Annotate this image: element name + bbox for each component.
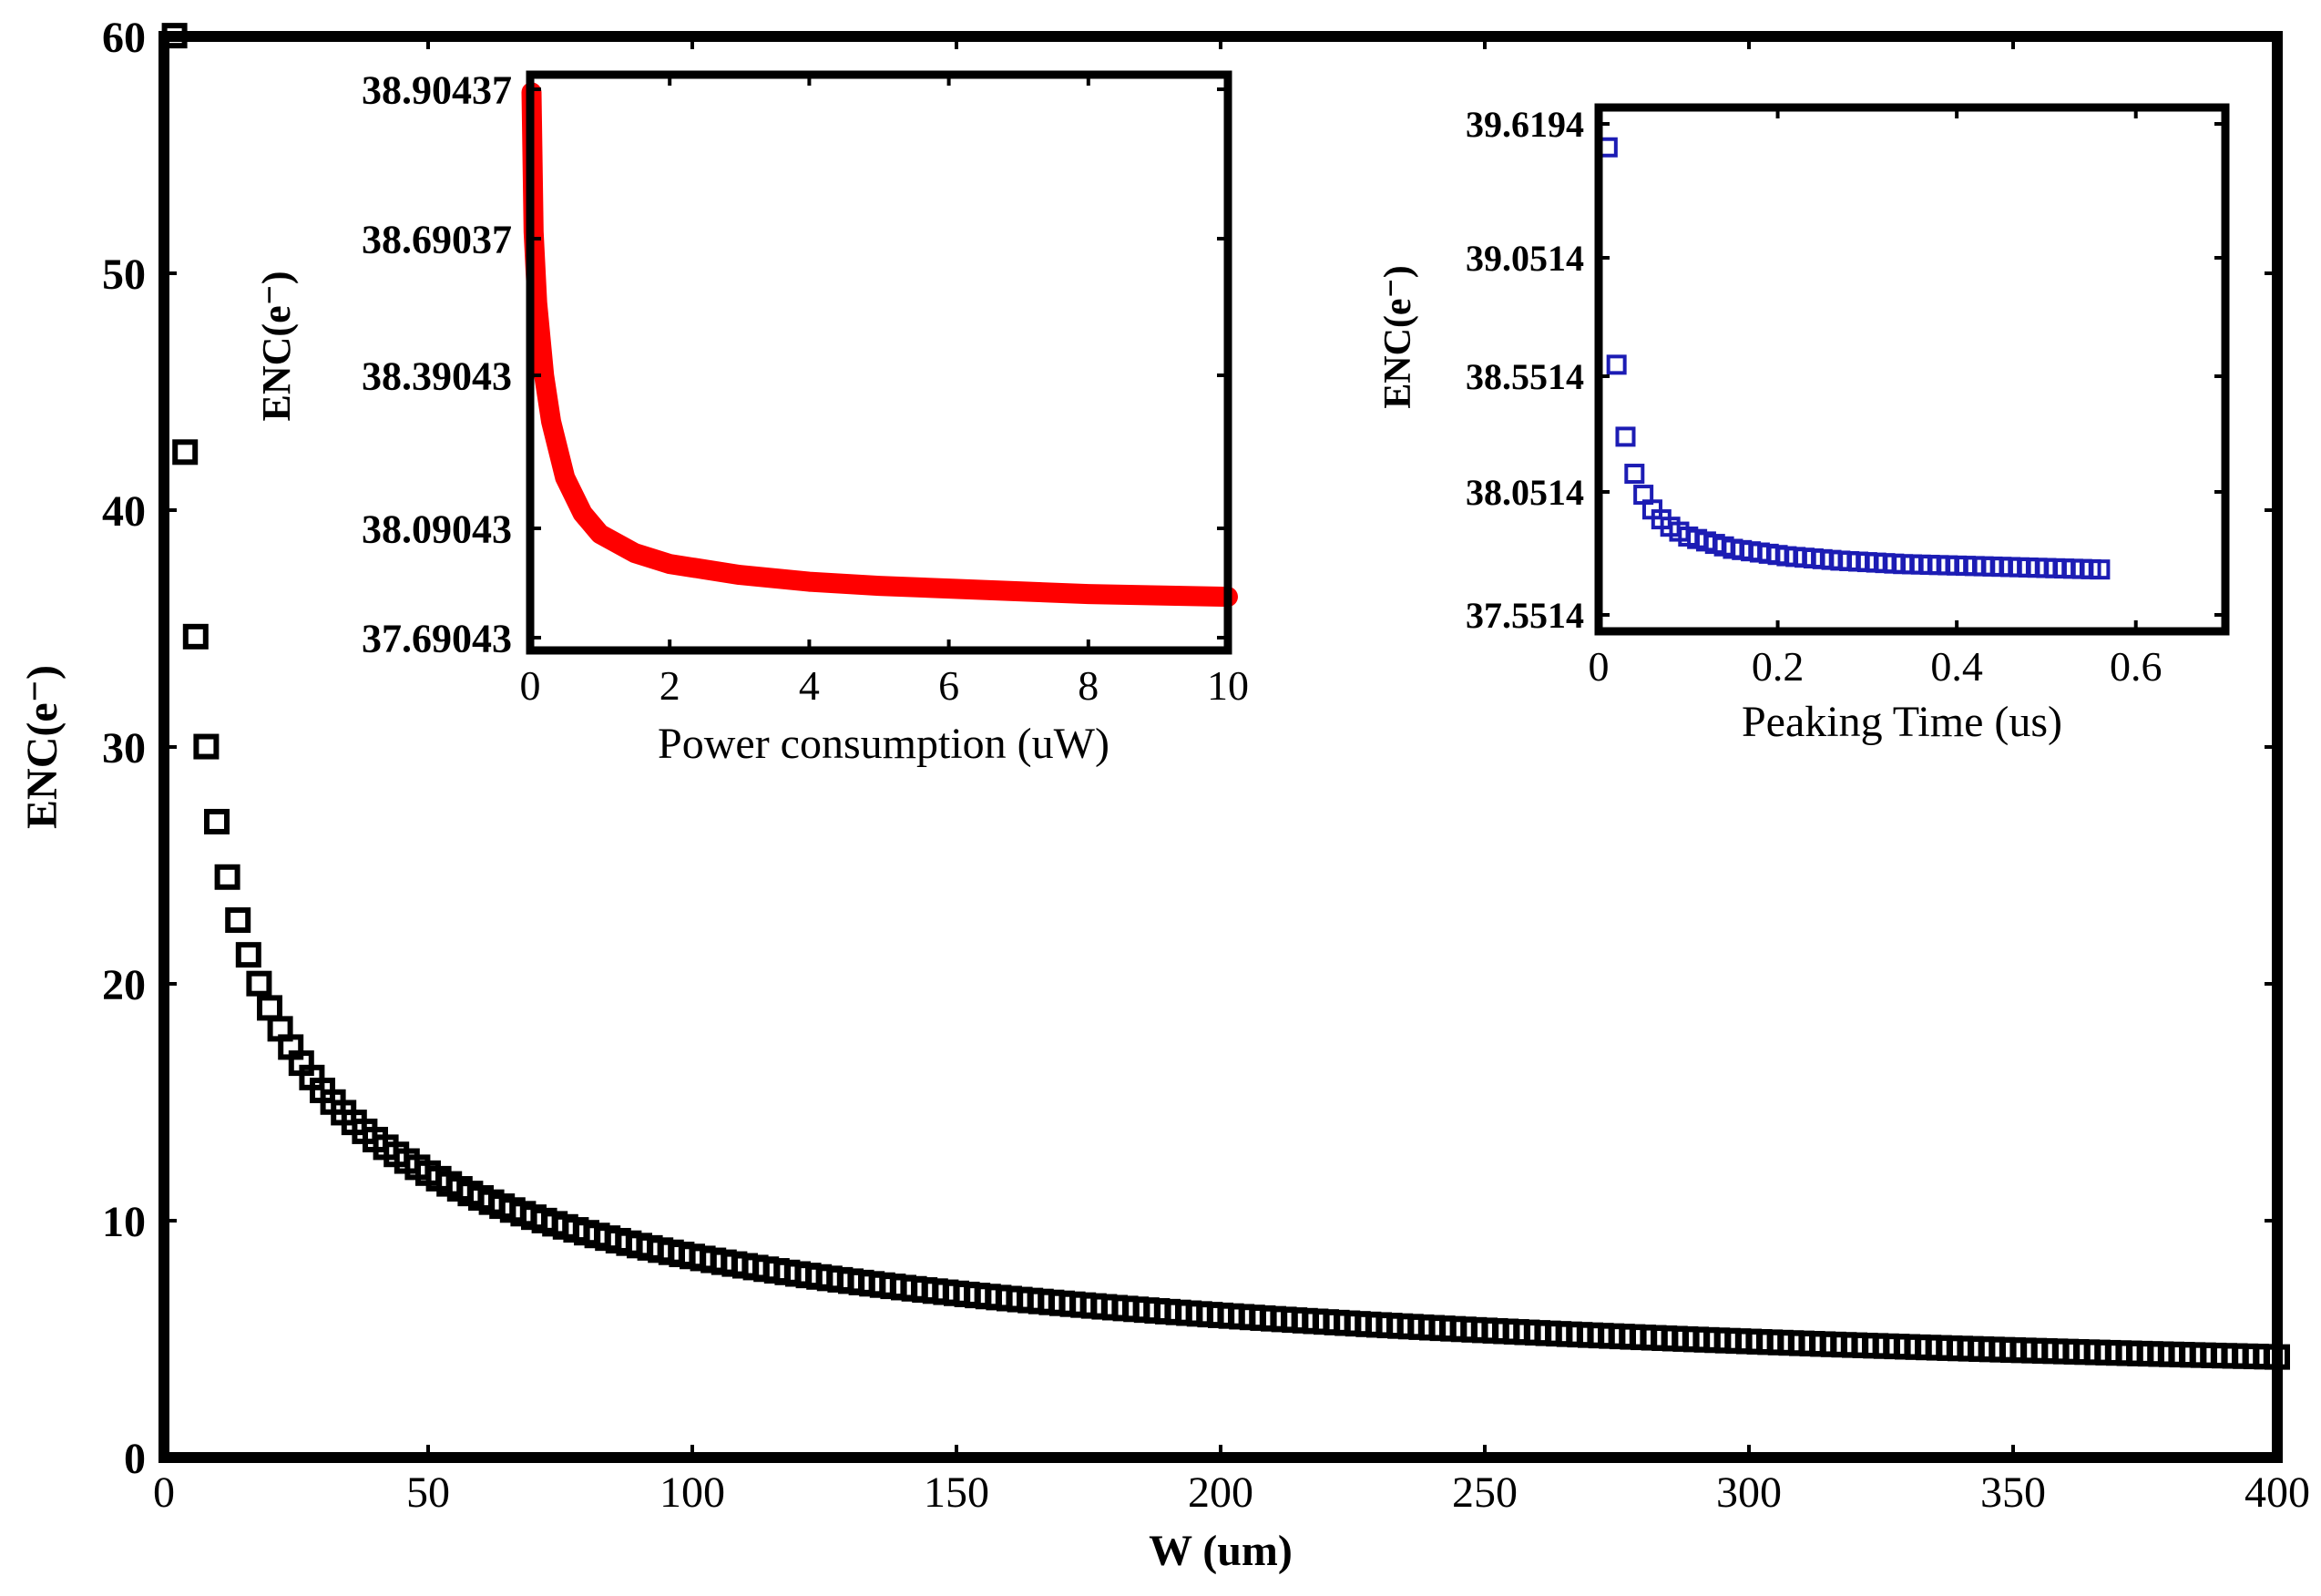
inset-peaking-plot: 0 0.2 0.4 0.6 37.551438.051438.551439.05143… [1377,103,2230,746]
main-x-tick-label: 0 [153,1468,175,1517]
inset-peaking-y-tick-label: 38.0514 [1466,472,1584,513]
inset-power-x-tick-label: 2 [659,662,680,709]
inset-peaking-markers [1597,137,2111,580]
inset-power-plot: 0 2 4 6 8 10 37.69043 38.09043 38.39043 38.69037… [254,67,1249,768]
main-x-tick-label: 200 [1188,1468,1253,1517]
main-x-tick-label: 100 [659,1468,725,1517]
inset-peaking-y-axis-label: ENC(e⁻) [1377,265,1419,408]
inset-power-y-tick-label: 38.90437 [362,67,512,112]
main-data-point [193,733,220,760]
inset-power-y-tick-label: 37.69043 [362,616,512,660]
main-y-tick-label: 40 [102,487,146,536]
inset-power-y-tick-label: 38.39043 [362,353,512,398]
inset-power-x-ticks: 0 2 4 6 8 10 [520,75,1249,709]
main-y-tick-label: 10 [102,1198,146,1246]
inset-peaking-y-tick-label: 38.5514 [1466,356,1584,397]
main-y-tick-label: 20 [102,961,146,1009]
inset-power-x-tick-label: 6 [938,662,959,709]
main-y-tick-label: 50 [102,251,146,299]
main-y-tick-label: 0 [124,1435,146,1483]
inset-peaking-frame [1594,103,2230,636]
inset-peaking-data-point [2090,559,2111,580]
inset-peaking-data-point [1606,354,1627,375]
main-data-point [204,808,230,834]
inset-peaking-data-point [1624,464,1645,485]
inset-power-x-axis-label: Power consumption (uW) [658,720,1109,768]
main-x-tick-label: 400 [2244,1468,2310,1517]
inset-power-y-tick-label: 38.69037 [362,217,512,261]
main-x-tick-label: 300 [1716,1468,1782,1517]
inset-power-x-tick-label: 10 [1207,662,1249,709]
inset-peaking-x-axis-label: Peaking Time (us) [1742,698,2062,746]
inset-peaking-background [1599,107,2225,631]
main-y-tick-label: 60 [102,14,146,62]
main-x-tick-label: 350 [1980,1468,2046,1517]
main-data-point [182,623,209,650]
main-y-axis-label: ENC(e⁻) [18,665,66,829]
inset-peaking-x-tick-label: 0.4 [1930,643,1983,690]
inset-peaking-y-ticks: 37.5514 38.0514 38.5514 39.0514 39.6194 [1466,104,2225,636]
main-x-tick-label: 250 [1452,1468,1518,1517]
main-y-tick-label: 30 [102,724,146,772]
inset-peaking-x-tick-label: 0.2 [1752,643,1805,690]
inset-power-background [530,75,1228,650]
main-data-point [172,439,199,466]
inset-power-x-tick-label: 8 [1078,662,1099,709]
main-data-point [214,864,240,890]
inset-peaking-data-point [1615,426,1636,447]
inset-power-x-tick-label: 0 [520,662,541,709]
inset-peaking-x-tick-label: 0 [1589,643,1610,690]
inset-peaking-x-ticks: 0 0.2 0.4 0.6 [1589,107,2163,690]
inset-power-x-tick-label: 4 [799,662,820,709]
inset-power-y-ticks: 37.69043 38.09043 38.39043 38.69037 38.90437 [362,67,1228,660]
inset-power-series-line [521,82,1238,608]
inset-peaking-y-tick-label: 39.0514 [1466,238,1584,279]
main-x-tick-label: 50 [406,1468,450,1517]
inset-peaking-y-tick-label: 37.5514 [1466,595,1584,636]
inset-peaking-x-tick-label: 0.6 [2110,643,2163,690]
inset-power-frame [526,70,1232,655]
main-markers [161,23,2290,1370]
main-x-axis-label: W (um) [1149,1527,1293,1575]
main-plot-frame [158,31,2283,1463]
inset-peaking-y-tick-label: 39.6194 [1466,104,1584,145]
inset-power-y-tick-label: 38.09043 [362,506,512,551]
main-data-point [246,970,272,997]
main-data-point [235,942,261,968]
main-data-point [225,907,251,934]
main-x-tick-label: 150 [924,1468,989,1517]
inset-power-y-axis-label: ENC(e⁻) [254,271,299,422]
